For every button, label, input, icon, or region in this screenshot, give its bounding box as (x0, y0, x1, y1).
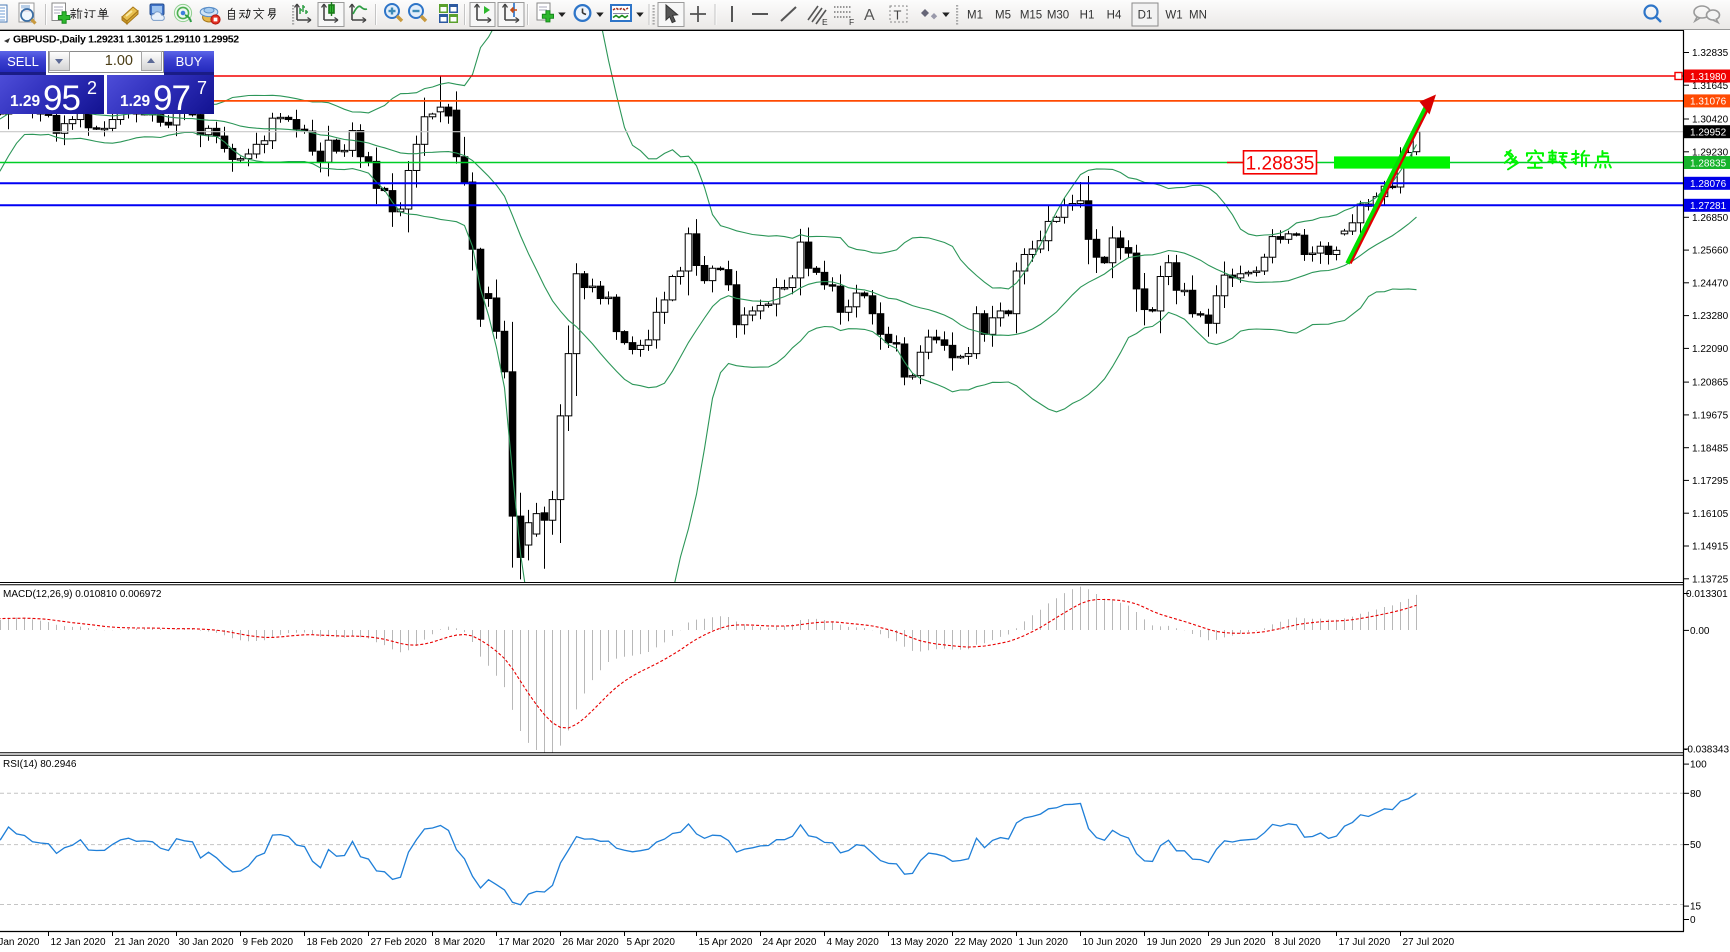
svg-text:26 Mar 2020: 26 Mar 2020 (563, 937, 620, 948)
svg-text:1.31076: 1.31076 (1690, 97, 1727, 108)
svg-text:5 Apr 2020: 5 Apr 2020 (627, 937, 676, 948)
svg-text:1.16105: 1.16105 (1692, 509, 1729, 520)
svg-text:1.18485: 1.18485 (1692, 443, 1729, 454)
svg-text:1.22090: 1.22090 (1692, 344, 1729, 355)
svg-text:1.26850: 1.26850 (1692, 213, 1729, 224)
svg-text:8 Mar 2020: 8 Mar 2020 (435, 937, 486, 948)
svg-text:T: T (894, 8, 902, 23)
svg-text:21 Jan 2020: 21 Jan 2020 (115, 937, 170, 948)
svg-text:27 Jul 2020: 27 Jul 2020 (1403, 937, 1455, 948)
svg-text:3 Jan 2020: 3 Jan 2020 (0, 937, 40, 948)
svg-text:RSI(14) 80.2946: RSI(14) 80.2946 (3, 759, 77, 770)
svg-text:24 Apr 2020: 24 Apr 2020 (763, 937, 817, 948)
svg-text:50: 50 (1690, 840, 1702, 851)
svg-text:27 Feb 2020: 27 Feb 2020 (371, 937, 428, 948)
svg-text:1.27281: 1.27281 (1690, 201, 1727, 212)
svg-text:GBPUSD-,Daily 1.29231 1.30125: GBPUSD-,Daily 1.29231 1.30125 1.29110 1.… (13, 34, 239, 46)
svg-text:13 May 2020: 13 May 2020 (891, 937, 949, 948)
svg-text:22 May 2020: 22 May 2020 (955, 937, 1013, 948)
svg-text:M1: M1 (967, 10, 983, 22)
svg-text:1.30420: 1.30420 (1692, 115, 1729, 126)
svg-text:MACD(12,26,9) 0.010810 0.00697: MACD(12,26,9) 0.010810 0.006972 (3, 589, 162, 600)
svg-text:M5: M5 (995, 10, 1011, 22)
svg-text:1.31645: 1.31645 (1692, 81, 1729, 92)
svg-text:1.28076: 1.28076 (1690, 179, 1727, 190)
svg-text:1.20865: 1.20865 (1692, 378, 1729, 389)
svg-text:29 Jun 2020: 29 Jun 2020 (1211, 937, 1266, 948)
svg-text:0: 0 (1690, 915, 1696, 926)
svg-text:15 Apr 2020: 15 Apr 2020 (699, 937, 753, 948)
svg-text:4 May 2020: 4 May 2020 (827, 937, 880, 948)
svg-text:17 Mar 2020: 17 Mar 2020 (499, 937, 556, 948)
svg-text:1.25660: 1.25660 (1692, 246, 1729, 257)
svg-text:1.17295: 1.17295 (1692, 476, 1729, 487)
svg-text:9 Feb 2020: 9 Feb 2020 (243, 937, 294, 948)
svg-text:H4: H4 (1107, 10, 1122, 22)
svg-text:E: E (822, 17, 828, 27)
svg-text:10 Jun 2020: 10 Jun 2020 (1083, 937, 1138, 948)
svg-text:1.14915: 1.14915 (1692, 542, 1729, 553)
svg-text:-0.038343: -0.038343 (1684, 745, 1729, 756)
svg-text:0.013301: 0.013301 (1686, 589, 1728, 600)
svg-text:1.32835: 1.32835 (1692, 48, 1729, 59)
svg-text:MN: MN (1189, 10, 1207, 22)
svg-text:M30: M30 (1047, 10, 1069, 22)
svg-text:1.28835: 1.28835 (1690, 158, 1727, 169)
svg-text:18 Feb 2020: 18 Feb 2020 (307, 937, 364, 948)
svg-text:0.00: 0.00 (1690, 626, 1710, 637)
svg-text:W1: W1 (1165, 10, 1182, 22)
svg-text:H1: H1 (1080, 10, 1095, 22)
svg-text:1.24470: 1.24470 (1692, 278, 1729, 289)
svg-text:8 Jul 2020: 8 Jul 2020 (1275, 937, 1322, 948)
svg-text:15: 15 (1690, 902, 1702, 913)
svg-text:M15: M15 (1020, 10, 1042, 22)
svg-text:30 Jan 2020: 30 Jan 2020 (179, 937, 234, 948)
svg-text:100: 100 (1690, 760, 1707, 771)
svg-text:1.23280: 1.23280 (1692, 311, 1729, 322)
svg-text:1.13725: 1.13725 (1692, 574, 1729, 585)
svg-text:1.31980: 1.31980 (1690, 72, 1727, 83)
svg-text:80: 80 (1690, 789, 1702, 800)
svg-text:19 Jun 2020: 19 Jun 2020 (1147, 937, 1202, 948)
svg-text:A: A (864, 7, 875, 24)
svg-text:1 Jun 2020: 1 Jun 2020 (1019, 937, 1069, 948)
svg-text:1.19675: 1.19675 (1692, 411, 1729, 422)
svg-text:F: F (849, 17, 854, 27)
svg-text:1.28835: 1.28835 (1246, 154, 1315, 175)
svg-text:1.29952: 1.29952 (1690, 128, 1727, 139)
svg-text:1.29230: 1.29230 (1692, 147, 1729, 158)
svg-text:12 Jan 2020: 12 Jan 2020 (51, 937, 106, 948)
svg-text:D1: D1 (1138, 10, 1153, 22)
svg-text:17 Jul 2020: 17 Jul 2020 (1339, 937, 1391, 948)
